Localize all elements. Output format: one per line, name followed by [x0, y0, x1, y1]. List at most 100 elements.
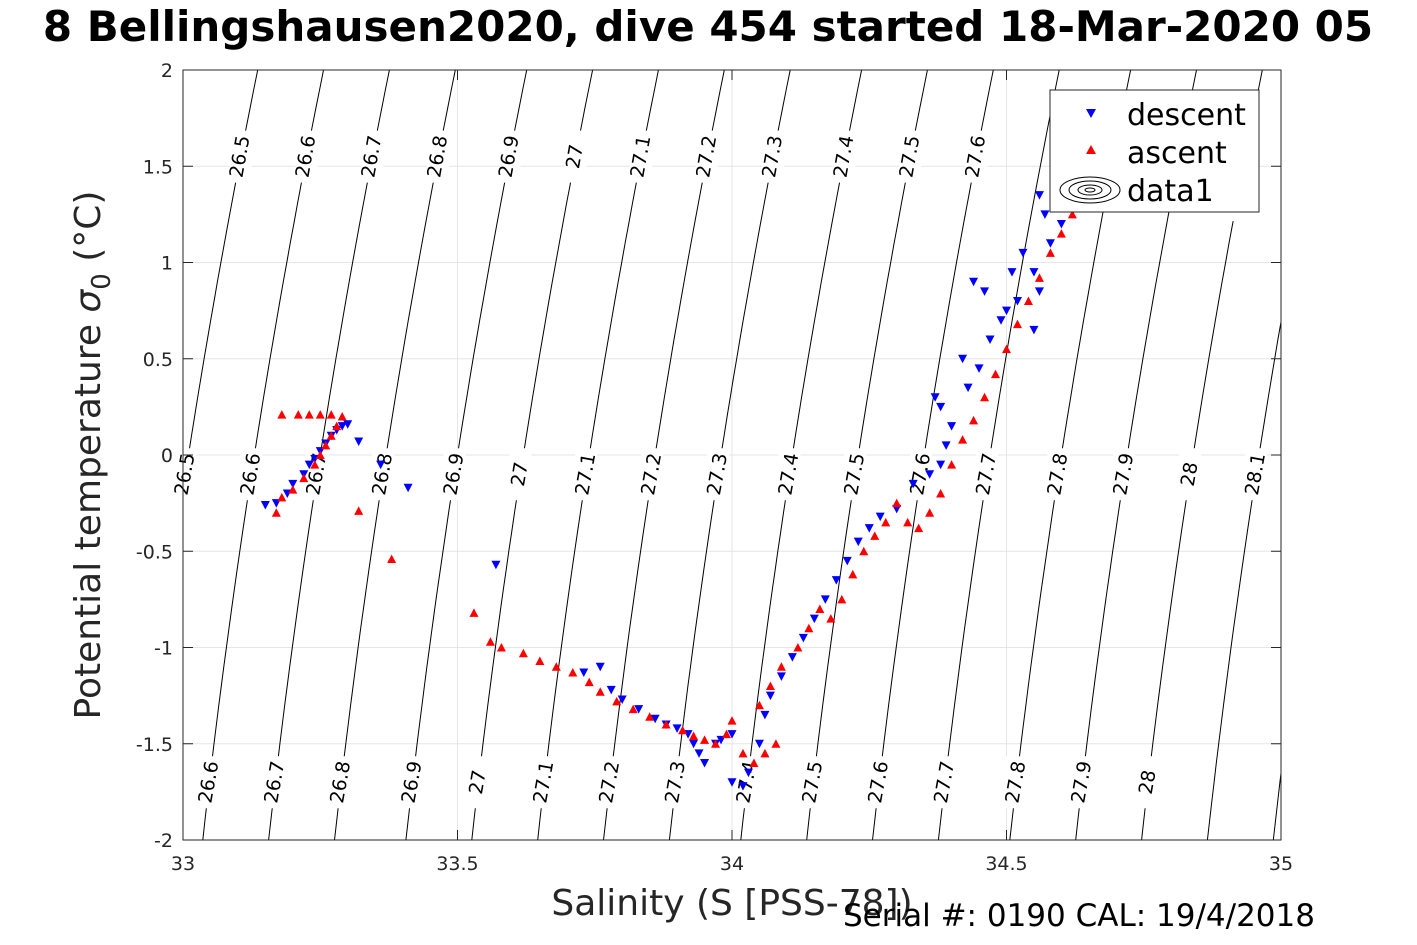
descent-point	[634, 705, 644, 714]
ascent-point	[612, 696, 622, 706]
descent-point	[650, 714, 660, 724]
ascent-point	[678, 725, 688, 735]
contour-label-bg	[509, 448, 532, 501]
legend-descent-label: descent	[1127, 98, 1246, 133]
descent-point	[491, 560, 501, 570]
contour-label-bg	[641, 448, 664, 501]
ascent-point	[271, 508, 281, 517]
contour-label-bg	[965, 130, 988, 183]
ascent-point	[277, 410, 287, 419]
descent-point	[947, 422, 957, 431]
descent-point	[969, 277, 979, 287]
contour-label-bg	[575, 448, 598, 501]
contour-label-bg	[174, 448, 197, 501]
ascent-point	[749, 758, 759, 767]
contour-label-bg	[264, 756, 287, 809]
ascent-point	[332, 421, 342, 431]
descent-point	[985, 335, 995, 344]
x-axis-ticks: 33 33.5 34 34.5 35	[171, 70, 1293, 875]
y-axis-label: Potential temperature σ0 (°C)	[68, 191, 117, 720]
ascent-point	[980, 392, 990, 402]
descent-point	[930, 393, 940, 402]
descent-point	[908, 479, 918, 489]
descent-point	[853, 537, 863, 547]
ascent-point	[315, 450, 325, 459]
ascent-point	[969, 415, 979, 425]
legend-box	[1049, 89, 1260, 213]
descent-point	[727, 778, 737, 787]
descent-point	[925, 470, 935, 479]
ascent-point	[469, 608, 479, 617]
ascent-point	[518, 648, 528, 658]
contour-label-bg	[240, 448, 263, 501]
contour-label-bg	[899, 130, 922, 183]
descent-point	[1012, 297, 1022, 306]
legend: descent ascent data1	[1049, 89, 1260, 213]
descent-point	[864, 524, 874, 533]
ascent-point	[496, 643, 506, 652]
chart-title: 8 Bellingshausen2020, dive 454 started 1…	[42, 2, 1374, 51]
ascent-point	[628, 704, 638, 714]
y-tick-label: 1	[161, 253, 173, 275]
ascent-point	[1034, 273, 1044, 282]
contour-label-bg	[844, 448, 867, 501]
contour-label-bg	[427, 130, 450, 183]
contour-label: 28	[1177, 460, 1203, 488]
ascent-point	[776, 662, 786, 671]
contour-labels: 26.5 26.6 26.7 26.8 26.9 27 27.1 27.2 27.3 27.4 27…	[170, 130, 1270, 809]
ascent-point	[326, 410, 336, 419]
descent-point	[1029, 325, 1039, 335]
descent-point	[694, 749, 704, 758]
descent-point	[776, 672, 786, 681]
y-tick-label: -2	[154, 830, 173, 852]
ascent-point	[848, 569, 858, 579]
ascent-point	[304, 410, 314, 419]
ascent-point	[892, 498, 902, 508]
y-tick-label: 0	[161, 445, 173, 467]
ascent-point	[936, 489, 946, 498]
ascent-point	[765, 681, 775, 690]
ascent-point	[354, 506, 364, 515]
contour-label-bg	[665, 756, 688, 809]
x-tick-label: 33.5	[436, 853, 478, 875]
contour-label: 27	[465, 768, 491, 796]
contour-label-bg	[1179, 448, 1202, 501]
ascent-point	[925, 508, 935, 517]
descent-point	[765, 691, 775, 701]
contour-label-bg	[910, 448, 933, 501]
ascent-point	[1012, 319, 1022, 329]
ascent-point	[288, 485, 298, 494]
serial-calibration-note: Serial #: 0190 CAL: 19/4/2018	[843, 898, 1315, 934]
ascent-point	[711, 739, 721, 748]
contour-label-bg	[467, 756, 490, 809]
ascent-point	[551, 662, 561, 671]
ascent-point	[727, 716, 737, 725]
ascent-point	[277, 492, 287, 502]
contour-label-bg	[630, 130, 653, 183]
contour-label-bg	[833, 130, 856, 183]
y-tick-label: -1	[154, 638, 173, 660]
ascent-point	[315, 410, 325, 419]
contour-label-bg	[1071, 756, 1094, 809]
descent-point	[831, 576, 841, 585]
ascent-point	[584, 677, 594, 687]
y-axis-ticks: -2 -1.5 -1 -0.5 0 0.5 1 1.5 2	[136, 60, 1281, 852]
y-tick-label: 1.5	[143, 156, 173, 178]
ascent-point	[958, 435, 968, 444]
descent-point	[1007, 268, 1017, 277]
descent-point	[260, 501, 270, 510]
ascent-point	[991, 369, 1001, 379]
descent-point	[1056, 220, 1066, 229]
descent-point	[1034, 191, 1044, 200]
descent-point	[700, 759, 710, 768]
ascent-point	[881, 517, 891, 527]
descent-point	[875, 512, 885, 522]
ascent-point	[387, 554, 397, 563]
contour-label-bg	[934, 756, 957, 809]
descent-point	[743, 768, 753, 778]
ascent-point	[903, 517, 913, 527]
descent-point	[579, 668, 589, 678]
ascent-point	[914, 523, 924, 533]
ascent-point	[337, 412, 347, 421]
ascent-point	[771, 739, 781, 748]
